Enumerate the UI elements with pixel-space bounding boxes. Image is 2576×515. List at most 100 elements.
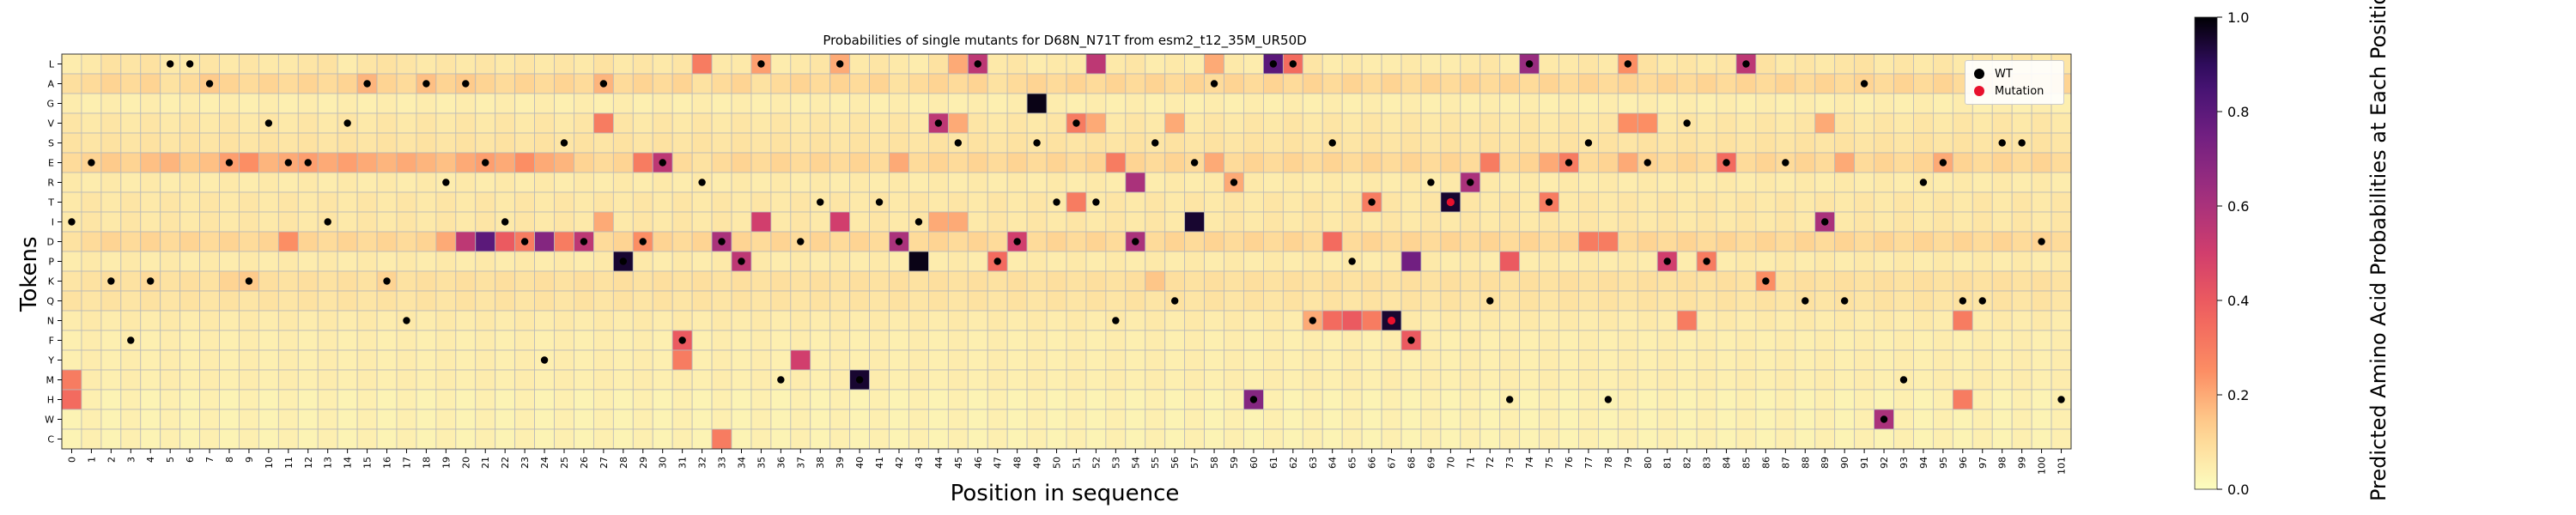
heatmap-cell [1125,310,1146,331]
heatmap-cell [1066,349,1087,371]
heatmap-cell [1617,290,1638,312]
heatmap-cell [514,270,535,292]
heatmap-cell [1204,191,1224,213]
heatmap-cell [356,53,378,75]
heatmap-cell [1676,389,1698,410]
heatmap-cell [2031,112,2052,134]
heatmap-cell [1066,270,1087,292]
heatmap-cell [1893,349,1914,371]
heatmap-cell [1874,53,1894,75]
heatmap-cell [2011,270,2032,292]
heatmap-cell [416,389,437,410]
x-tick-label: 92 [1879,457,1890,469]
heatmap-cell [1460,428,1481,450]
heatmap-cell [770,270,792,292]
wt-marker [817,198,824,206]
heatmap-cell [790,428,811,450]
heatmap-cell [1361,330,1382,351]
heatmap-cell [1046,53,1067,75]
heatmap-cell [1243,73,1264,94]
x-tick-label: 93 [1899,457,1910,469]
heatmap-cell [495,369,516,391]
x-tick-label: 7 [204,457,216,463]
heatmap-cell [790,53,811,75]
heatmap-cell [1085,211,1107,233]
heatmap-cell [1302,231,1323,252]
heatmap-cell [1046,330,1067,351]
heatmap-cell [337,428,358,450]
heatmap-cell [967,73,988,94]
heatmap-cell [671,112,693,134]
x-tick-label: 58 [1209,457,1220,469]
heatmap-cell [1893,290,1914,312]
heatmap-cell [219,132,240,154]
wt-marker [482,159,489,167]
heatmap-cell [869,132,890,154]
heatmap-cell [1539,211,1559,233]
heatmap-cell [1224,349,1244,371]
heatmap-cell [219,251,240,272]
heatmap-cell [612,409,634,430]
heatmap-cell [534,369,555,391]
heatmap-cell [790,330,811,351]
heatmap-cell [987,369,1008,391]
y-tick-label: W [45,415,54,426]
heatmap-cell [1637,93,1658,114]
heatmap-cell [829,290,851,312]
heatmap-cell [750,369,772,391]
heatmap-cell [1263,310,1284,331]
heatmap-cell [691,93,713,114]
x-tick-label: 48 [1012,457,1024,469]
heatmap-cell [750,172,772,193]
heatmap-cell [593,132,614,154]
heatmap-cell [1105,330,1127,351]
heatmap-cell [810,369,831,391]
heatmap-cell [475,409,496,430]
heatmap-cell [1913,310,1934,331]
heatmap-cell [1874,112,1894,134]
heatmap-cell [671,191,693,213]
heatmap-cell [534,310,555,331]
heatmap-cell [376,53,398,75]
heatmap-cell [1893,132,1914,154]
heatmap-cell [1479,172,1501,193]
heatmap-cell [1046,409,1067,430]
heatmap-cell [61,428,82,450]
y-tick-label: N [47,316,54,327]
heatmap-cell [416,270,437,292]
heatmap-cell [317,270,338,292]
heatmap-cell [967,290,988,312]
heatmap-cell [1834,152,1856,173]
heatmap-cell [987,211,1008,233]
heatmap-cell [160,428,181,450]
heatmap-cell [1224,191,1244,213]
heatmap-cell [1913,409,1934,430]
x-tick-label: 62 [1288,457,1299,469]
heatmap-cell [790,310,811,331]
heatmap-cell [1834,112,1856,134]
heatmap-cell [1952,369,1973,391]
heatmap-cell [1164,409,1186,430]
heatmap-cell [297,349,319,371]
heatmap-cell [1637,211,1658,233]
wt-marker [1722,159,1730,167]
heatmap-cell [1440,172,1461,193]
heatmap-cell [239,428,259,450]
heatmap-cell [199,349,220,371]
heatmap-cell [1716,73,1737,94]
heatmap-cell [1952,231,1973,252]
heatmap-cell [1893,152,1914,173]
heatmap-cell [691,270,713,292]
x-tick-label: 80 [1643,457,1654,469]
heatmap-cell [1696,191,1717,213]
heatmap-cell [554,152,574,173]
x-axis-title: Position in sequence [950,481,1180,506]
y-tick-label: A [47,79,54,90]
heatmap-cell [1519,428,1540,450]
heatmap-cell [593,389,614,410]
heatmap-cell [514,191,535,213]
heatmap-cell [908,112,929,134]
x-tick-label: 6 [185,457,196,463]
x-tick-label: 36 [775,457,787,469]
heatmap-cell [1066,152,1087,173]
